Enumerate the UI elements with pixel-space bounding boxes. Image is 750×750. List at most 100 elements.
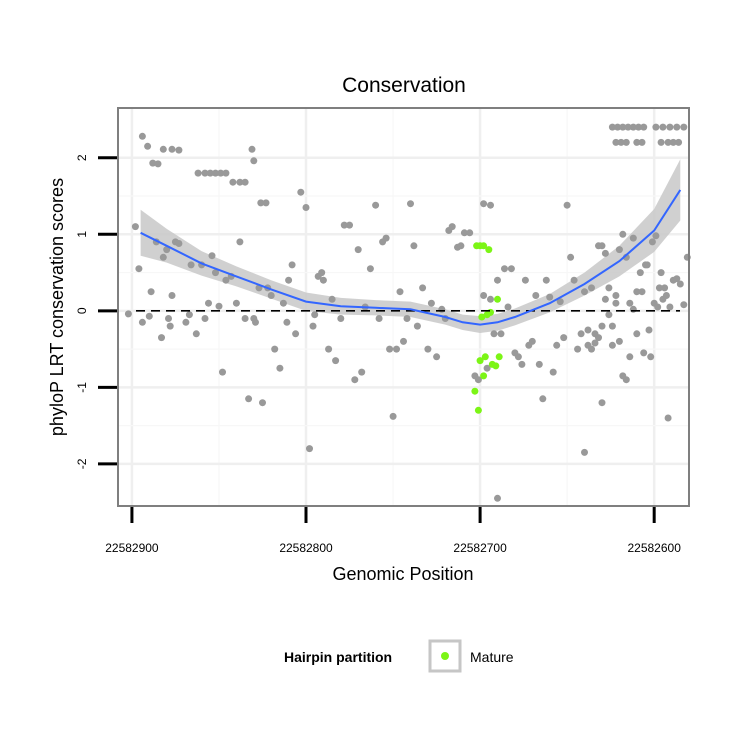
- conservation-point: [629, 234, 637, 242]
- conservation-point: [680, 301, 688, 309]
- conservation-point: [474, 376, 482, 384]
- conservation-point: [652, 123, 660, 131]
- conservation-point: [648, 238, 656, 246]
- conservation-point: [358, 368, 366, 376]
- conservation-point: [222, 276, 230, 284]
- conservation-point: [288, 261, 296, 269]
- conservation-point: [257, 199, 265, 207]
- conservation-point: [159, 145, 167, 153]
- conservation-point: [250, 157, 258, 165]
- conservation-point: [532, 292, 540, 299]
- conservation-point: [131, 223, 139, 231]
- conservation-point: [661, 284, 669, 292]
- conservation-point: [666, 123, 674, 131]
- conservation-point: [612, 299, 620, 307]
- mature-point: [471, 387, 479, 395]
- conservation-point: [605, 311, 613, 319]
- conservation-point: [633, 138, 641, 146]
- conservation-point: [154, 160, 162, 168]
- conservation-point: [624, 123, 632, 131]
- mature-point: [494, 295, 501, 303]
- conservation-point: [608, 322, 616, 330]
- conservation-point: [490, 330, 498, 338]
- conservation-point: [340, 221, 348, 229]
- conservation-point: [487, 295, 494, 303]
- conservation-point: [205, 299, 212, 307]
- legend-title: Hairpin partition: [284, 649, 392, 665]
- conservation-point: [311, 311, 319, 319]
- conservation-point: [577, 330, 585, 338]
- conservation-point: [396, 288, 404, 296]
- mature-point: [492, 362, 500, 370]
- mature-point: [480, 372, 488, 380]
- conservation-point: [144, 142, 152, 150]
- conservation-point: [407, 200, 414, 208]
- x-axis-title: Genomic Position: [332, 564, 473, 584]
- conservation-point: [337, 315, 345, 322]
- conservation-point: [292, 330, 300, 338]
- conservation-point: [168, 145, 176, 153]
- conservation-point: [556, 298, 564, 306]
- conservation-point: [638, 288, 646, 296]
- conservation-point: [657, 269, 665, 277]
- conservation-point: [319, 276, 327, 284]
- conservation-point: [662, 292, 670, 299]
- conservation-point: [194, 169, 202, 177]
- legend: Hairpin partition Mature: [284, 639, 514, 673]
- conservation-point: [601, 295, 609, 303]
- conservation-point: [615, 246, 623, 254]
- conservation-point: [608, 123, 616, 131]
- conservation-point: [147, 288, 155, 296]
- conservation-point: [328, 295, 336, 303]
- conservation-point: [372, 201, 380, 209]
- conservation-point: [413, 322, 421, 330]
- conservation-point: [192, 330, 200, 338]
- conservation-point: [241, 178, 249, 186]
- conservation-point: [262, 199, 270, 207]
- conservation-point: [283, 318, 291, 326]
- conservation-point: [598, 242, 606, 250]
- conservation-point: [325, 345, 333, 353]
- conservation-point: [633, 288, 641, 296]
- conservation-point: [386, 345, 394, 353]
- conservation-point: [584, 326, 592, 334]
- conservation-point: [542, 276, 550, 284]
- conservation-point: [158, 334, 165, 342]
- conservation-point: [201, 315, 209, 322]
- conservation-point: [276, 364, 284, 372]
- conservation-point: [229, 178, 237, 186]
- conservation-point: [614, 123, 622, 131]
- conservation-point: [232, 299, 240, 307]
- conservation-point: [612, 292, 620, 299]
- conservation-point: [166, 322, 174, 330]
- chart-title: Conservation: [342, 74, 466, 97]
- legend-label-mature: Mature: [470, 649, 514, 665]
- conservation-point: [457, 242, 465, 250]
- conservation-point: [389, 412, 397, 420]
- conservation-point: [570, 276, 578, 284]
- conservation-point: [652, 232, 660, 240]
- conservation-point: [633, 330, 641, 338]
- conservation-point: [217, 169, 225, 177]
- conservation-point: [438, 305, 446, 313]
- conservation-point: [366, 265, 374, 273]
- conservation-point: [507, 265, 515, 273]
- conservation-point: [245, 395, 253, 403]
- conservation-point: [267, 292, 275, 299]
- conservation-point: [185, 311, 193, 319]
- conservation-point: [279, 299, 287, 307]
- mature-point: [476, 357, 484, 365]
- conservation-point: [248, 145, 256, 153]
- conservation-point: [605, 284, 613, 292]
- conservation-point: [483, 364, 491, 372]
- conservation-point: [302, 204, 310, 211]
- conservation-point: [608, 341, 616, 349]
- mature-point: [495, 353, 503, 361]
- conservation-point: [494, 494, 501, 502]
- conservation-point: [206, 169, 214, 177]
- y-tick-label: -2: [75, 458, 89, 469]
- conservation-point: [647, 353, 655, 361]
- conservation-point: [528, 337, 536, 345]
- conservation-point: [514, 353, 522, 361]
- conservation-point: [175, 240, 183, 247]
